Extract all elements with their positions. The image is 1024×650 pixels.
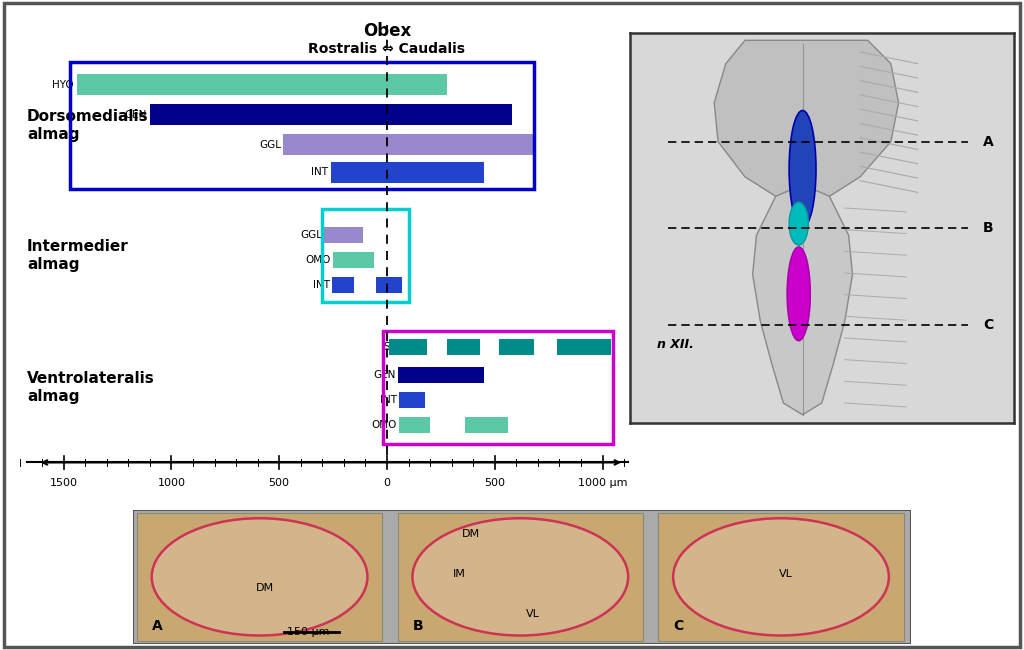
Text: GEN: GEN <box>125 110 147 120</box>
Bar <box>376 277 402 292</box>
Text: INT: INT <box>311 167 329 177</box>
Ellipse shape <box>790 202 808 245</box>
Text: GGL: GGL <box>259 140 281 150</box>
Text: 1000 μm: 1000 μm <box>578 478 628 488</box>
Text: C: C <box>673 619 683 633</box>
Text: B: B <box>413 619 423 633</box>
Text: C: C <box>983 318 993 332</box>
Text: 1500: 1500 <box>49 478 78 488</box>
Bar <box>325 227 364 242</box>
Bar <box>150 104 512 125</box>
Bar <box>332 277 353 292</box>
Text: Dorsomedialis
almag: Dorsomedialis almag <box>27 109 148 142</box>
Bar <box>137 513 382 641</box>
Text: Intermedier
almag: Intermedier almag <box>27 239 129 272</box>
Text: INT: INT <box>380 395 396 405</box>
Text: A: A <box>983 135 993 149</box>
Text: OMO: OMO <box>372 420 396 430</box>
Polygon shape <box>715 40 899 204</box>
Bar <box>383 331 613 444</box>
Text: A: A <box>152 619 163 633</box>
Bar <box>397 367 484 383</box>
Bar <box>331 162 484 183</box>
Ellipse shape <box>790 111 816 228</box>
Text: n XII.: n XII. <box>656 338 693 351</box>
Text: 0: 0 <box>383 478 390 488</box>
Bar <box>658 513 903 641</box>
Text: B: B <box>983 220 993 235</box>
Bar <box>333 252 374 268</box>
Text: GEN: GEN <box>373 370 395 380</box>
Text: Obex: Obex <box>362 21 411 40</box>
Polygon shape <box>753 185 852 415</box>
Text: DM: DM <box>462 529 480 539</box>
Text: IM: IM <box>453 569 466 579</box>
Bar <box>499 339 534 356</box>
Ellipse shape <box>787 247 810 341</box>
Bar <box>465 417 508 433</box>
Bar <box>70 62 534 188</box>
Text: 1000: 1000 <box>158 478 185 488</box>
Bar <box>77 74 447 95</box>
Bar <box>447 339 479 356</box>
Text: HYO: HYO <box>52 79 74 90</box>
Text: INT: INT <box>313 280 330 290</box>
Bar <box>557 339 611 356</box>
Text: 500: 500 <box>484 478 505 488</box>
Bar <box>284 134 534 155</box>
Bar <box>323 209 409 302</box>
Text: STE: STE <box>384 343 403 352</box>
Text: 150 μm: 150 μm <box>288 627 330 636</box>
Text: VL: VL <box>779 569 793 579</box>
Bar <box>397 513 643 641</box>
Text: Ventrolateralis
almag: Ventrolateralis almag <box>27 371 155 404</box>
Bar <box>398 417 430 433</box>
Text: 500: 500 <box>268 478 290 488</box>
Text: DM: DM <box>255 582 273 593</box>
Text: Rostralis ⇔ Caudalis: Rostralis ⇔ Caudalis <box>308 42 466 55</box>
Ellipse shape <box>413 518 628 636</box>
Ellipse shape <box>673 518 889 636</box>
Text: OMO: OMO <box>305 255 331 265</box>
Bar <box>398 392 425 408</box>
Ellipse shape <box>152 518 368 636</box>
Bar <box>389 339 427 356</box>
Text: GGL: GGL <box>300 229 323 240</box>
Text: VL: VL <box>525 609 540 619</box>
